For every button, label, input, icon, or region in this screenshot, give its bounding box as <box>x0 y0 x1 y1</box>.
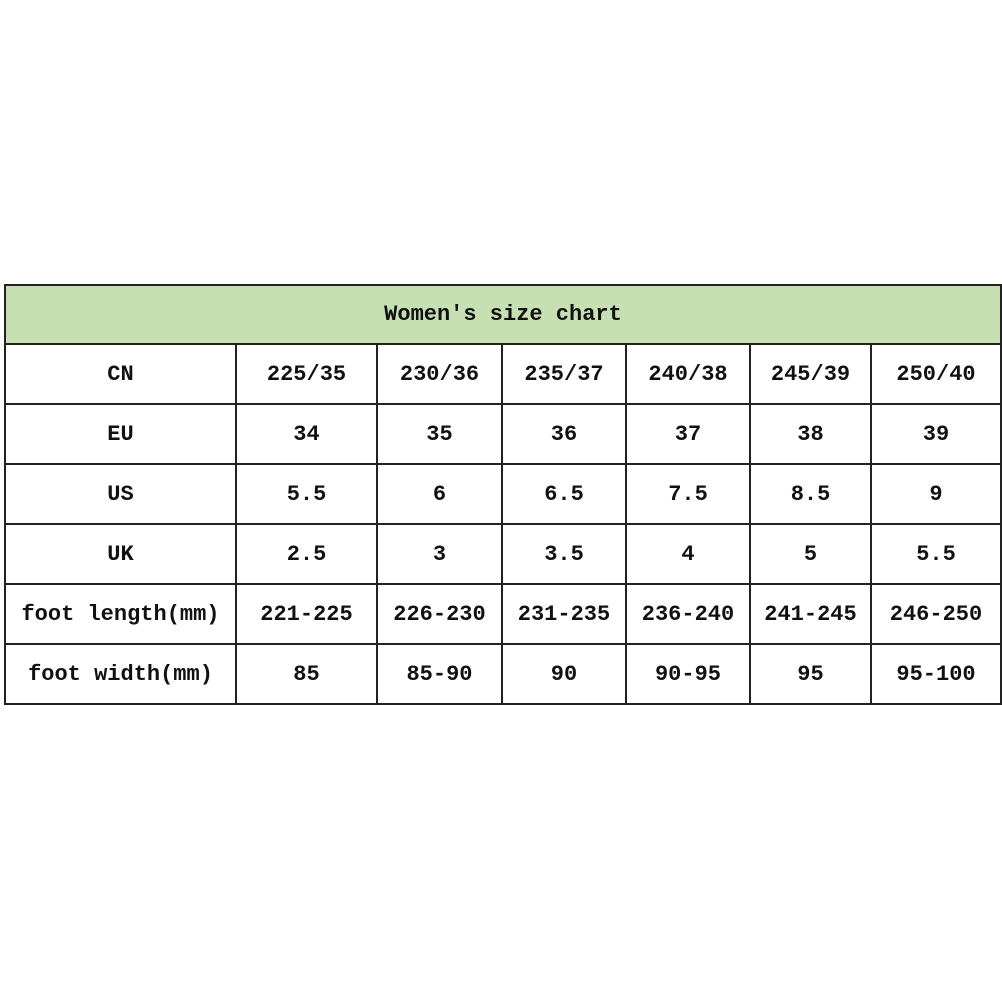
table-cell: 37 <box>625 403 751 465</box>
table-cell: 6.5 <box>501 463 627 525</box>
table-row: US 5.5 6 6.5 7.5 8.5 9 <box>4 463 1002 525</box>
table-cell: 226-230 <box>376 583 503 645</box>
table-cell: 231-235 <box>501 583 627 645</box>
table-cell: 38 <box>749 403 872 465</box>
table-cell: 235/37 <box>501 343 627 405</box>
table-row: foot length(mm) 221-225 226-230 231-235 236-… <box>4 583 1002 645</box>
row-label: foot width(mm) <box>4 643 237 705</box>
table-cell: 221-225 <box>235 583 378 645</box>
table-cell: 95-100 <box>870 643 1002 705</box>
table-cell: 85-90 <box>376 643 503 705</box>
table-cell: 95 <box>749 643 872 705</box>
table-cell: 7.5 <box>625 463 751 525</box>
table-cell: 230/36 <box>376 343 503 405</box>
table-cell: 250/40 <box>870 343 1002 405</box>
table-cell: 6 <box>376 463 503 525</box>
size-chart-table: Women's size chart CN 225/35 230/36 235/37 2… <box>4 284 1002 705</box>
table-cell: 90-95 <box>625 643 751 705</box>
row-label: US <box>4 463 237 525</box>
row-label: EU <box>4 403 237 465</box>
table-cell: 2.5 <box>235 523 378 585</box>
table-row: EU 34 35 36 37 38 39 <box>4 403 1002 465</box>
row-label: foot length(mm) <box>4 583 237 645</box>
table-row: foot width(mm) 85 85-90 90 90-95 95 95-100 <box>4 643 1002 705</box>
table-cell: 34 <box>235 403 378 465</box>
table-cell: 85 <box>235 643 378 705</box>
row-label: CN <box>4 343 237 405</box>
table-cell: 4 <box>625 523 751 585</box>
table-row: CN 225/35 230/36 235/37 240/38 245/39 250/40 <box>4 343 1002 405</box>
table-cell: 5.5 <box>870 523 1002 585</box>
table-cell: 240/38 <box>625 343 751 405</box>
table-cell: 5.5 <box>235 463 378 525</box>
table-cell: 236-240 <box>625 583 751 645</box>
table-cell: 3.5 <box>501 523 627 585</box>
table-cell: 35 <box>376 403 503 465</box>
table-cell: 3 <box>376 523 503 585</box>
table-cell: 245/39 <box>749 343 872 405</box>
table-cell: 241-245 <box>749 583 872 645</box>
table-cell: 5 <box>749 523 872 585</box>
row-label: UK <box>4 523 237 585</box>
title-row: Women's size chart <box>4 284 1002 345</box>
table-cell: 225/35 <box>235 343 378 405</box>
table-cell: 9 <box>870 463 1002 525</box>
table-cell: 39 <box>870 403 1002 465</box>
table-cell: 246-250 <box>870 583 1002 645</box>
table-row: UK 2.5 3 3.5 4 5 5.5 <box>4 523 1002 585</box>
table-cell: 90 <box>501 643 627 705</box>
table-cell: 36 <box>501 403 627 465</box>
table-cell: 8.5 <box>749 463 872 525</box>
table-title: Women's size chart <box>4 284 1002 345</box>
